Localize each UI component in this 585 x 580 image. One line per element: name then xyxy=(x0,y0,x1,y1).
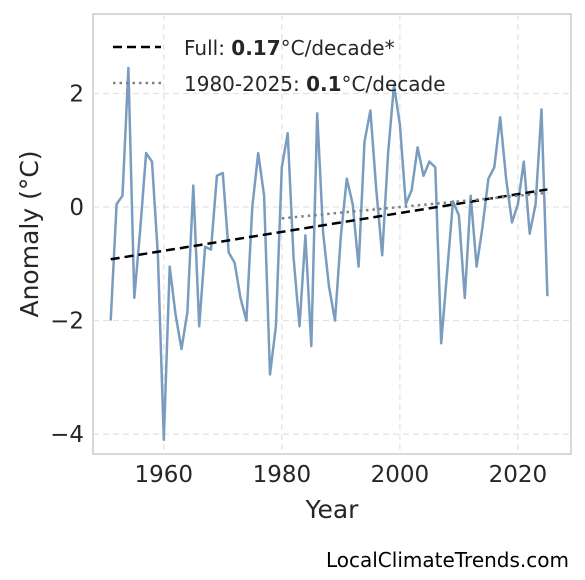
x-tick-label: 2000 xyxy=(371,462,430,488)
y-tick-label: 2 xyxy=(69,81,84,107)
legend: Full: 0.17°C/decade* 1980-2025: 0.1°C/de… xyxy=(113,36,446,96)
x-axis-title: Year xyxy=(305,495,360,524)
y-axis-title: Anomaly (°C) xyxy=(15,150,44,317)
series-layer xyxy=(109,66,549,442)
legend-recent-label: 1980-2025: 0.1°C/decade xyxy=(184,72,446,96)
recent-trend-line xyxy=(281,191,548,220)
tick-labels: 1960 1980 2000 2020 −4 −2 0 2 xyxy=(50,81,547,488)
grid xyxy=(93,14,571,454)
anomaly-series-line xyxy=(109,66,549,442)
legend-full-label: Full: 0.17°C/decade* xyxy=(184,36,395,60)
chart-area: 1960 1980 2000 2020 −4 −2 0 2 Year Anomaly (°C)… xyxy=(15,13,572,524)
y-tick-label: 0 xyxy=(69,195,84,221)
legend-full-value: 0.17 xyxy=(231,36,280,60)
legend-recent-suffix: °C/decade xyxy=(342,72,446,96)
legend-full-prefix: Full: xyxy=(184,36,231,60)
x-tick-label: 1960 xyxy=(135,462,194,488)
x-tick-label: 2020 xyxy=(489,462,548,488)
legend-full-suffix: °C/decade* xyxy=(281,36,395,60)
y-tick-label: −2 xyxy=(50,309,84,335)
source-label: LocalClimateTrends.com xyxy=(325,548,569,572)
x-tick-label: 1980 xyxy=(253,462,312,488)
plot-background xyxy=(92,13,572,455)
y-tick-label: −4 xyxy=(50,422,84,448)
trend-layer xyxy=(110,188,548,261)
legend-recent-value: 0.1 xyxy=(306,72,341,96)
full-trend-line xyxy=(110,188,548,261)
legend-recent-prefix: 1980-2025: xyxy=(184,72,306,96)
